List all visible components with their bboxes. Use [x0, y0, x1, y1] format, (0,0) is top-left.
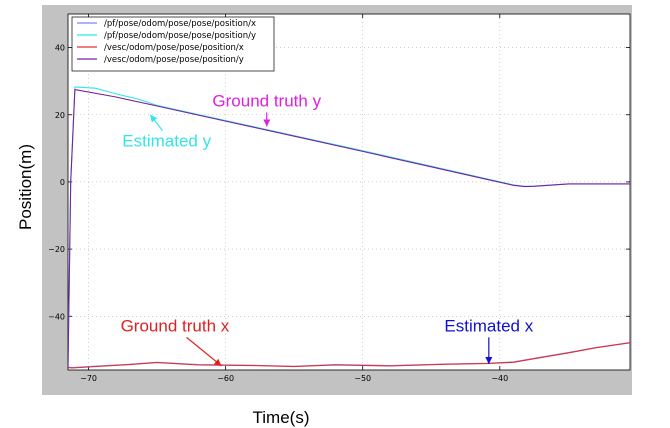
y-tick-label: −20: [48, 245, 65, 254]
legend-entry: /vesc/odom/pose/pose/position/y: [104, 55, 244, 65]
annotation-label: Ground truth y: [212, 91, 321, 110]
legend-entry: /pf/pose/odom/pose/pose/position/y: [104, 31, 256, 41]
y-axis-title: Position(m): [16, 144, 35, 230]
series-lines: [68, 86, 630, 369]
annotation-label: Ground truth x: [121, 316, 230, 335]
y-tick-label: 40: [55, 44, 65, 53]
annotation-arrowhead: [213, 358, 222, 366]
legend: /pf/pose/odom/pose/pose/position/x/pf/po…: [71, 16, 275, 72]
x-axis-title: Time(s): [253, 408, 310, 427]
annotation-arrow: [186, 336, 222, 367]
series-line-3: [68, 342, 630, 369]
ticks: −70 −60 −50 −40 −40 −20 0 20 40: [48, 14, 630, 383]
annotation-arrowhead: [150, 114, 158, 123]
plot-area: [67, 13, 631, 371]
annotation-arrowhead: [263, 119, 271, 127]
x-tick-label: −60: [217, 374, 234, 383]
legend-entry: /vesc/odom/pose/pose/position/x: [104, 43, 244, 53]
annotation-label: Estimated y: [122, 132, 211, 151]
x-tick-label: −40: [491, 374, 508, 383]
y-tick-label: −40: [48, 312, 65, 321]
y-tick-label: 20: [55, 111, 65, 120]
annotation-label: Estimated x: [444, 316, 533, 335]
y-tick-label: 0: [60, 178, 65, 187]
legend-box: [71, 16, 275, 72]
annotation-arrowhead: [485, 357, 493, 364]
legend-entry: /pf/pose/odom/pose/pose/position/x: [104, 19, 256, 29]
grid: [68, 14, 630, 370]
annotations: Ground truth y Estimated y Ground truth x E…: [121, 91, 534, 367]
series-line-4: [68, 89, 630, 369]
x-tick-label: −70: [80, 374, 97, 383]
x-tick-label: −50: [354, 374, 371, 383]
